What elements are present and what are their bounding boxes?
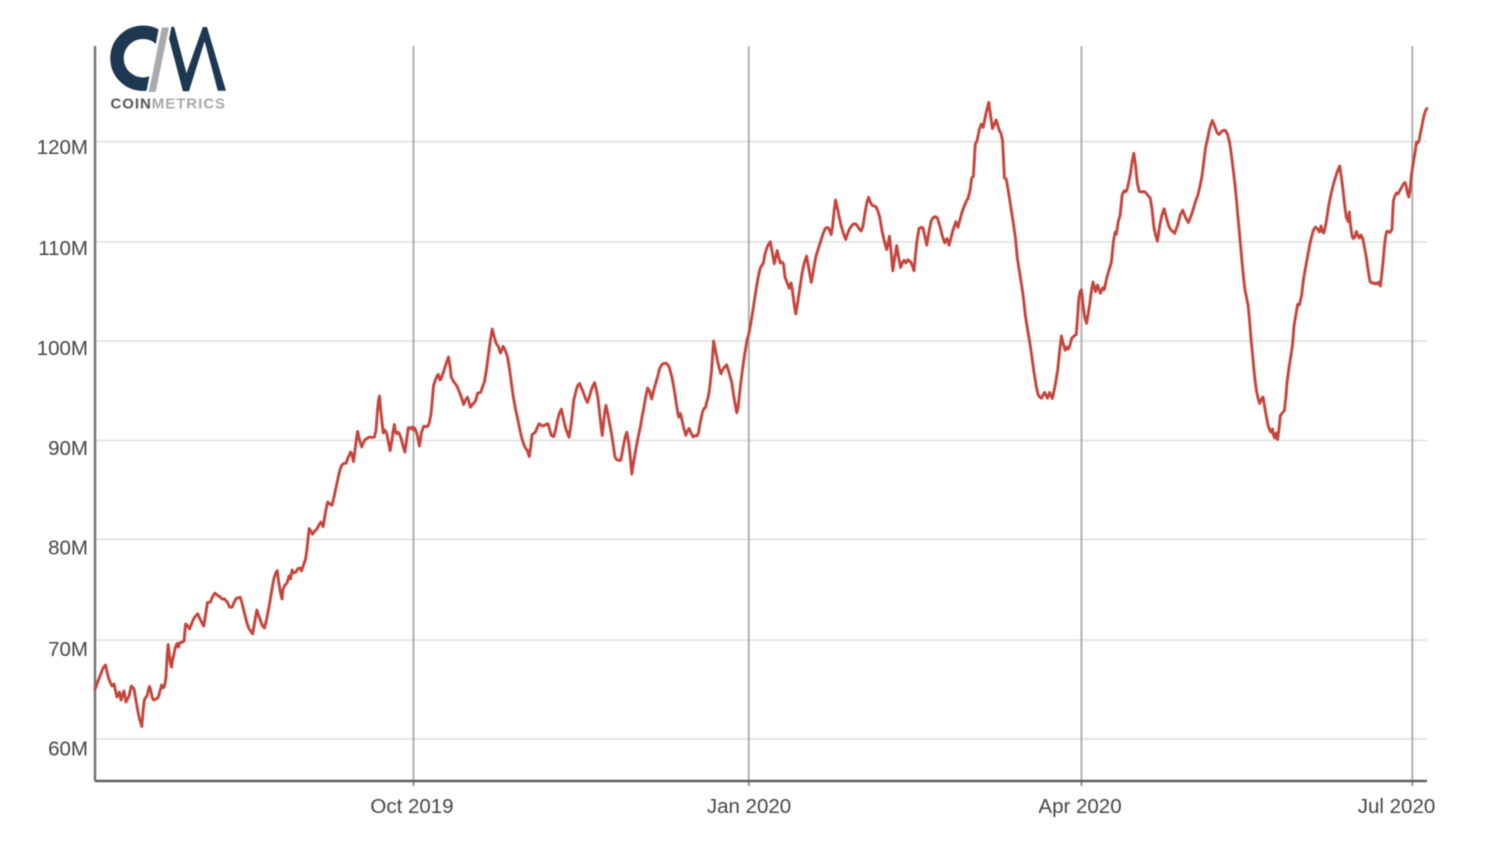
svg-text:Jan 2020: Jan 2020 [707, 795, 791, 818]
svg-text:COINMETRICS: COINMETRICS [111, 96, 226, 113]
svg-text:60M: 60M [48, 738, 88, 761]
svg-text:70M: 70M [48, 638, 88, 661]
svg-text:Jul 2020: Jul 2020 [1358, 795, 1436, 818]
svg-text:90M: 90M [48, 437, 88, 460]
svg-text:Apr 2020: Apr 2020 [1038, 795, 1121, 818]
svg-text:100M: 100M [37, 337, 88, 360]
svg-text:120M: 120M [37, 136, 88, 159]
svg-text:Oct 2019: Oct 2019 [370, 795, 453, 818]
svg-text:110M: 110M [38, 237, 88, 260]
svg-text:80M: 80M [48, 537, 88, 560]
